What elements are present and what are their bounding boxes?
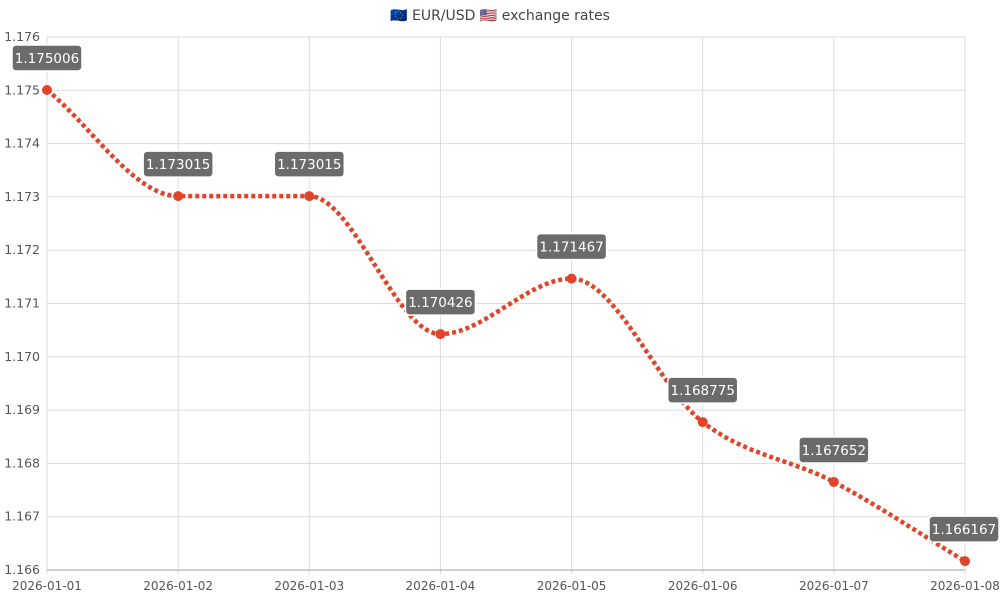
x-tick-label: 2026-01-06 xyxy=(668,579,738,593)
data-label: 1.170426 xyxy=(404,288,477,316)
chart-title: 🇪🇺 EUR/USD 🇺🇸 exchange rates xyxy=(390,8,610,24)
y-tick-label: 1.167 xyxy=(4,509,40,524)
data-label-box xyxy=(404,288,477,316)
data-label-text: 1.166167 xyxy=(932,522,996,538)
x-tick-label: 2026-01-07 xyxy=(799,579,869,593)
data-label-box xyxy=(11,44,83,72)
x-tick-label: 2026-01-02 xyxy=(143,579,213,593)
y-tick-label: 1.176 xyxy=(4,29,40,44)
y-axis-ticks: 1.166 1.167 1.168 1.169 1.170 1.171 1.172 1.173… xyxy=(4,29,40,577)
data-labels-layer: 1.175006 1.173015 1.173015 1.170426 1.171467… xyxy=(11,44,1000,543)
data-label-box xyxy=(798,436,870,464)
x-axis-ticks: 2026-01-01 2026-01-02 2026-01-03 2026-01-04… xyxy=(12,579,1000,593)
data-label-box xyxy=(535,232,608,261)
y-tick-label: 1.175 xyxy=(4,82,40,97)
y-tick-label: 1.170 xyxy=(4,349,40,364)
data-point xyxy=(435,329,446,340)
data-label-text: 1.171467 xyxy=(539,240,603,256)
series-line xyxy=(45,88,967,564)
y-tick-label: 1.172 xyxy=(4,242,40,257)
data-point xyxy=(304,191,315,202)
data-point xyxy=(42,84,52,95)
data-label-text: 1.170426 xyxy=(408,295,472,311)
data-label-text: 1.167652 xyxy=(802,443,866,459)
data-label: 1.168775 xyxy=(666,376,739,404)
data-label-text: 1.175006 xyxy=(15,51,79,67)
data-label: 1.175006 xyxy=(11,44,83,72)
y-tick-label: 1.166 xyxy=(4,562,40,577)
y-tick-label: 1.168 xyxy=(4,455,40,470)
data-point xyxy=(566,273,577,284)
x-tick-label: 2026-01-08 xyxy=(930,579,1000,593)
points-layer xyxy=(42,84,970,567)
data-label: 1.166167 xyxy=(928,515,1000,543)
y-gridlines xyxy=(47,36,965,571)
series-layer xyxy=(45,88,967,564)
data-label-box xyxy=(928,515,1000,543)
x-tick-label: 2026-01-04 xyxy=(406,579,476,593)
x-gridlines xyxy=(46,37,966,574)
x-tick-label: 2026-01-05 xyxy=(537,579,607,593)
data-label: 1.173015 xyxy=(273,150,346,178)
data-point xyxy=(697,417,708,428)
data-label-text: 1.173015 xyxy=(146,157,210,173)
y-tick-label: 1.173 xyxy=(4,189,40,204)
data-point xyxy=(960,556,970,567)
data-label-box xyxy=(666,376,739,404)
data-point xyxy=(828,476,839,487)
data-label-text: 1.173015 xyxy=(277,157,341,173)
y-tick-label: 1.169 xyxy=(4,402,40,417)
data-label-box xyxy=(142,150,214,178)
y-tick-label: 1.171 xyxy=(4,296,40,311)
data-label: 1.167652 xyxy=(798,436,870,464)
data-label-text: 1.168775 xyxy=(671,383,735,399)
y-tick-label: 1.174 xyxy=(4,136,40,151)
x-tick-label: 2026-01-01 xyxy=(12,579,82,593)
data-label: 1.171467 xyxy=(535,232,608,261)
x-tick-label: 2026-01-03 xyxy=(274,579,344,593)
data-label: 1.173015 xyxy=(142,150,214,178)
data-point xyxy=(173,191,184,202)
data-label-box xyxy=(273,150,346,178)
